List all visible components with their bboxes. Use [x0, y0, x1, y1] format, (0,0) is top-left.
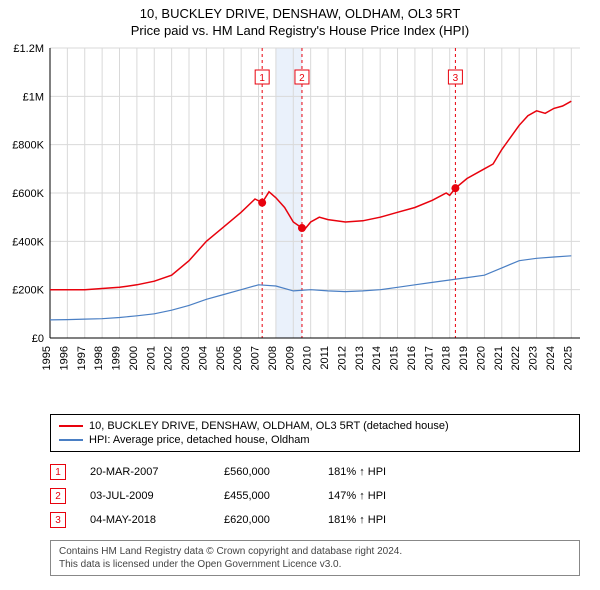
transaction-marker: 2: [50, 488, 66, 504]
x-tick-label: 2002: [163, 346, 175, 370]
x-tick-label: 2009: [284, 346, 296, 370]
transaction-marker: 1: [50, 464, 66, 480]
x-tick-label: 2011: [319, 346, 331, 370]
chart-title: 10, BUCKLEY DRIVE, DENSHAW, OLDHAM, OL3 …: [0, 0, 600, 21]
x-tick-label: 1999: [111, 346, 123, 370]
transaction-dot: [298, 224, 306, 232]
transaction-dot: [451, 184, 459, 192]
transaction-price: £620,000: [224, 514, 304, 526]
transaction-label-num: 1: [259, 73, 265, 84]
x-tick-label: 1997: [76, 346, 88, 370]
x-tick-label: 2004: [197, 346, 209, 370]
transaction-hpi: 147% ↑ HPI: [328, 490, 386, 502]
transactions-table: 1 20-MAR-2007 £560,000 181% ↑ HPI 2 03-JUL-20…: [50, 460, 580, 532]
x-tick-label: 1995: [41, 346, 53, 370]
y-tick-label: £800K: [12, 140, 44, 152]
x-tick-label: 2019: [458, 346, 470, 370]
footer-line-1: Contains HM Land Registry data © Crown c…: [59, 545, 571, 558]
legend-row: 10, BUCKLEY DRIVE, DENSHAW, OLDHAM, OL3 …: [59, 419, 571, 433]
x-tick-label: 2024: [545, 346, 557, 370]
transaction-label-num: 2: [299, 73, 305, 84]
x-tick-label: 2016: [406, 346, 418, 370]
transaction-price: £455,000: [224, 490, 304, 502]
transaction-date: 20-MAR-2007: [90, 466, 200, 478]
transaction-marker: 3: [50, 512, 66, 528]
x-tick-label: 2020: [475, 346, 487, 370]
transaction-date: 04-MAY-2018: [90, 514, 200, 526]
x-tick-label: 2013: [354, 346, 366, 370]
transaction-dot: [258, 199, 266, 207]
x-tick-label: 1998: [93, 346, 105, 370]
y-tick-label: £400K: [12, 236, 44, 248]
legend-swatch: [59, 439, 83, 441]
x-tick-label: 2023: [528, 346, 540, 370]
x-tick-label: 2015: [389, 346, 401, 370]
chart-area: £0 £200K £400K £600K £800K £1M £1.2M 1995 1996 19…: [0, 38, 600, 408]
x-tick-label: 2005: [215, 346, 227, 370]
transaction-price: £560,000: [224, 466, 304, 478]
x-tick-label: 2010: [302, 346, 314, 370]
y-tick-label: £200K: [12, 285, 44, 297]
transaction-label-num: 3: [453, 73, 459, 84]
y-tick-label: £1.2M: [13, 43, 44, 55]
footer-line-2: This data is licensed under the Open Gov…: [59, 558, 571, 571]
x-tick-label: 2021: [493, 346, 505, 370]
transaction-hpi: 181% ↑ HPI: [328, 466, 386, 478]
legend-label: HPI: Average price, detached house, Oldh…: [89, 434, 310, 446]
line-chart: £0 £200K £400K £600K £800K £1M £1.2M 1995 1996 19…: [0, 38, 600, 408]
attribution-footer: Contains HM Land Registry data © Crown c…: [50, 540, 580, 576]
x-tick-label: 2012: [336, 346, 348, 370]
x-tick-label: 2022: [510, 346, 522, 370]
transaction-date: 03-JUL-2009: [90, 490, 200, 502]
x-tick-label: 2000: [128, 346, 140, 370]
x-tick-label: 2001: [145, 346, 157, 370]
legend-label: 10, BUCKLEY DRIVE, DENSHAW, OLDHAM, OL3 …: [89, 420, 449, 432]
x-tick-label: 1996: [58, 346, 70, 370]
y-tick-label: £1M: [23, 91, 44, 103]
legend-row: HPI: Average price, detached house, Oldh…: [59, 433, 571, 447]
x-tick-label: 2025: [562, 346, 574, 370]
transaction-row: 1 20-MAR-2007 £560,000 181% ↑ HPI: [50, 460, 580, 484]
transaction-row: 3 04-MAY-2018 £620,000 181% ↑ HPI: [50, 508, 580, 532]
x-tick-label: 2008: [267, 346, 279, 370]
x-tick-label: 2014: [371, 346, 383, 370]
y-tick-label: £600K: [12, 188, 44, 200]
transaction-row: 2 03-JUL-2009 £455,000 147% ↑ HPI: [50, 484, 580, 508]
legend: 10, BUCKLEY DRIVE, DENSHAW, OLDHAM, OL3 …: [50, 414, 580, 452]
x-tick-label: 2018: [441, 346, 453, 370]
x-tick-label: 2003: [180, 346, 192, 370]
x-tick-label: 2017: [423, 346, 435, 370]
transaction-hpi: 181% ↑ HPI: [328, 514, 386, 526]
x-tick-label: 2006: [232, 346, 244, 370]
legend-swatch: [59, 425, 83, 427]
chart-subtitle: Price paid vs. HM Land Registry's House …: [0, 21, 600, 38]
x-tick-label: 2007: [250, 346, 262, 370]
y-tick-label: £0: [32, 333, 44, 345]
